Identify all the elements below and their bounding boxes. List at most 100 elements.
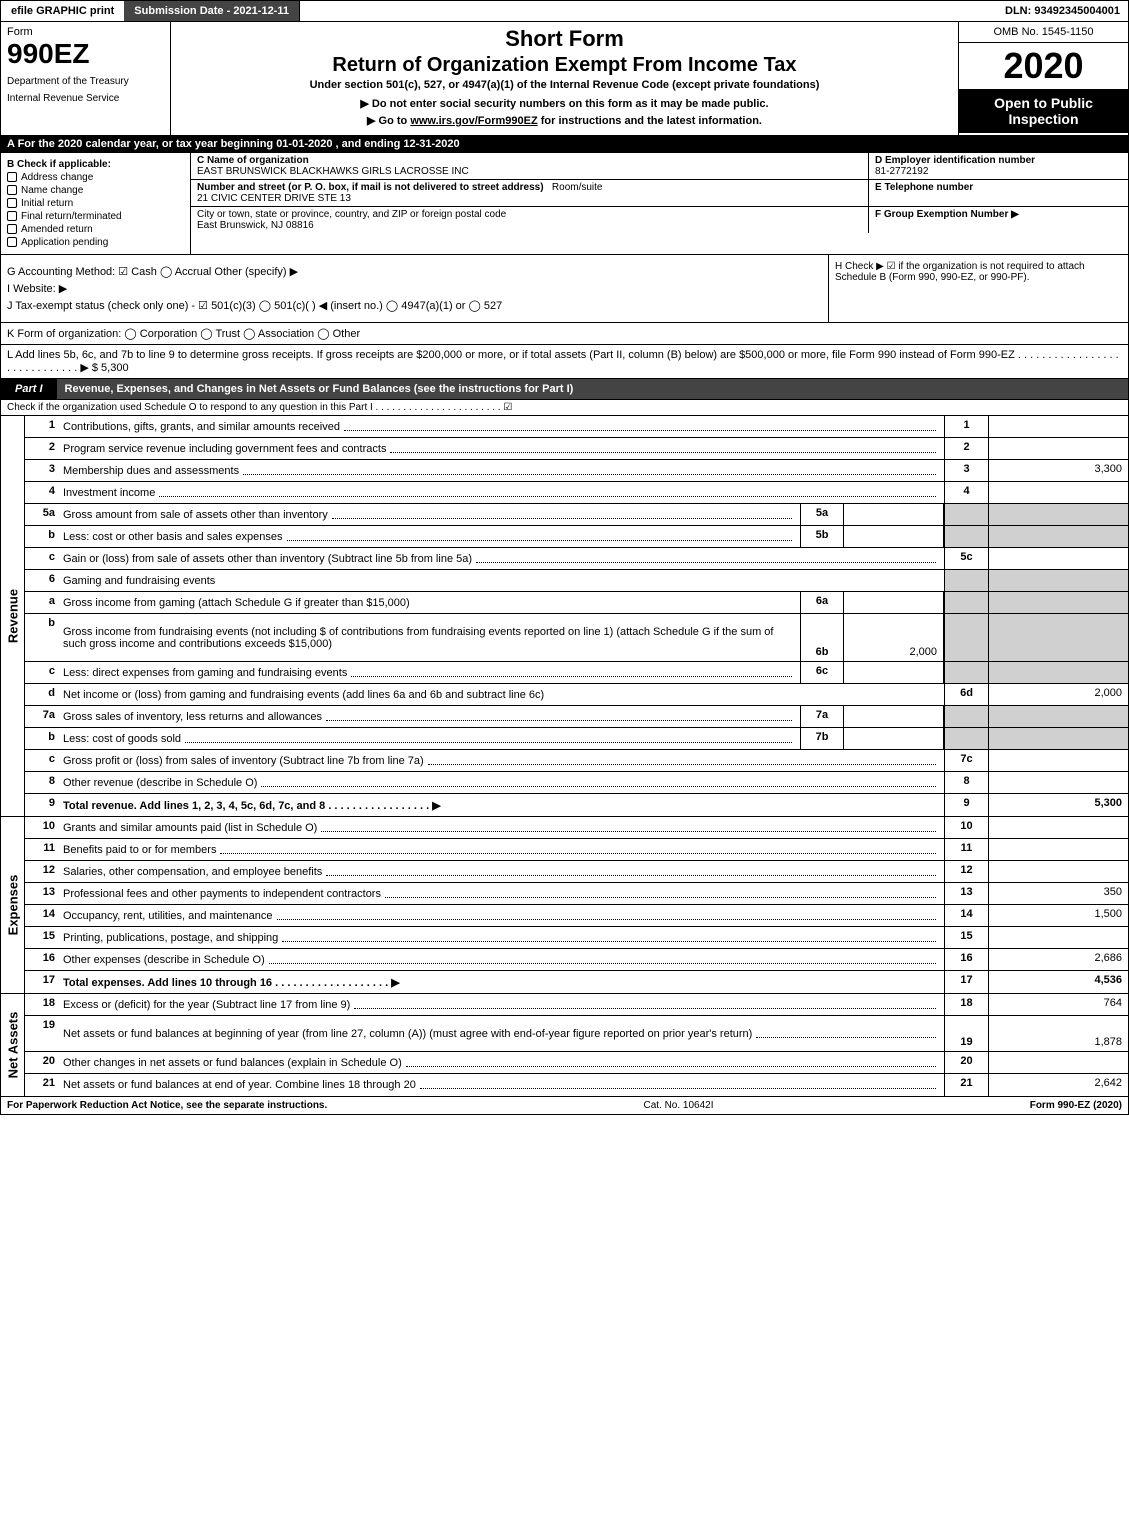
short-form-title: Short Form [179,26,950,52]
row-13: 13 Professional fees and other payments … [25,883,1128,905]
footer-mid: Cat. No. 10642I [643,1100,713,1111]
line-l-text: L Add lines 5b, 6c, and 7b to line 9 to … [7,349,1119,374]
expenses-side-text: Expenses [5,875,20,936]
org-name-cell: C Name of organization EAST BRUNSWICK BL… [191,153,868,179]
section-b: B Check if applicable: Address change Na… [1,153,191,254]
row-7b: b Less: cost of goods sold 7b [25,728,1128,750]
chk-initial-return[interactable]: Initial return [7,198,184,209]
footer-left: For Paperwork Reduction Act Notice, see … [7,1100,327,1111]
chk-label: Amended return [21,224,93,235]
row-19: 19 Net assets or fund balances at beginn… [25,1016,1128,1052]
row-6c: c Less: direct expenses from gaming and … [25,662,1128,684]
line-g: G Accounting Method: ☑ Cash ◯ Accrual Ot… [7,265,822,278]
part1-sub-text: Check if the organization used Schedule … [7,402,512,413]
footer: For Paperwork Reduction Act Notice, see … [0,1097,1129,1115]
netassets-side-text: Net Assets [5,1012,20,1079]
chk-name-change[interactable]: Name change [7,185,184,196]
ein-cell: D Employer identification number 81-2772… [868,153,1128,179]
row-15: 15 Printing, publications, postage, and … [25,927,1128,949]
submission-date-label: Submission Date - 2021-12-11 [124,1,300,21]
city-cell: City or town, state or province, country… [191,207,868,233]
gh-left: G Accounting Method: ☑ Cash ◯ Accrual Ot… [1,255,828,322]
header-left: Form 990EZ Department of the Treasury In… [1,22,171,135]
addr-cell: Number and street (or P. O. box, if mail… [191,180,868,206]
line-j: J Tax-exempt status (check only one) - ☑… [7,299,822,312]
efile-print-label: efile GRAPHIC print [1,1,124,21]
tel-cell: E Telephone number [868,180,1128,206]
tel-label: E Telephone number [875,182,1122,193]
row-9: 9 Total revenue. Add lines 1, 2, 3, 4, 5… [25,794,1128,816]
row-7a: 7a Gross sales of inventory, less return… [25,706,1128,728]
dln-label: DLN: 93492345004001 [997,1,1128,21]
form-number: 990EZ [7,38,164,70]
chk-label: Address change [21,172,93,183]
subtitle: Under section 501(c), 527, or 4947(a)(1)… [179,79,950,91]
chk-label: Initial return [21,198,73,209]
section-cde: C Name of organization EAST BRUNSWICK BL… [191,153,1128,254]
room-label: Room/suite [552,182,603,193]
row-17: 17 Total expenses. Add lines 10 through … [25,971,1128,993]
revenue-table: Revenue 1 Contributions, gifts, grants, … [0,416,1129,817]
numcol: 1 [944,416,988,437]
row-20: 20 Other changes in net assets or fund b… [25,1052,1128,1074]
desc: Contributions, gifts, grants, and simila… [59,416,944,437]
chk-address-change[interactable]: Address change [7,172,184,183]
row-6a: a Gross income from gaming (attach Sched… [25,592,1128,614]
form-header: Form 990EZ Department of the Treasury In… [0,22,1129,136]
line-i: I Website: ▶ [7,282,822,295]
city-value: East Brunswick, NJ 08816 [197,220,862,231]
chk-amended-return[interactable]: Amended return [7,224,184,235]
line-l-amount: 5,300 [101,362,129,374]
chk-label: Final return/terminated [21,211,122,222]
row-12: 12 Salaries, other compensation, and emp… [25,861,1128,883]
row-8: 8 Other revenue (describe in Schedule O)… [25,772,1128,794]
dept-treasury: Department of the Treasury [7,76,164,87]
chk-label: Application pending [21,237,108,248]
row-21: 21 Net assets or fund balances at end of… [25,1074,1128,1096]
omb-number: OMB No. 1545-1150 [959,22,1128,43]
ln: 1 [25,416,59,437]
addr-label: Number and street (or P. O. box, if mail… [197,182,544,193]
form-word: Form [7,26,164,38]
part1-header: Part I Revenue, Expenses, and Changes in… [0,379,1129,400]
top-bar-left: efile GRAPHIC print Submission Date - 20… [1,1,300,21]
instr-post: for instructions and the latest informat… [541,115,762,127]
row-3: 3 Membership dues and assessments 3 3,30… [25,460,1128,482]
revenue-side-label: Revenue [1,416,25,816]
instr-link-row: ▶ Go to www.irs.gov/Form990EZ for instru… [179,114,950,127]
org-name-label: C Name of organization [197,155,862,166]
chk-application-pending[interactable]: Application pending [7,237,184,248]
row-14: 14 Occupancy, rent, utilities, and maint… [25,905,1128,927]
irs-link[interactable]: www.irs.gov/Form990EZ [410,115,537,127]
addr-value: 21 CIVIC CENTER DRIVE STE 13 [197,193,862,204]
part1-tab: Part I [1,379,57,399]
chk-final-return[interactable]: Final return/terminated [7,211,184,222]
row-5b: b Less: cost or other basis and sales ex… [25,526,1128,548]
info-block: B Check if applicable: Address change Na… [0,153,1129,255]
footer-right: Form 990-EZ (2020) [1030,1100,1122,1111]
header-right: OMB No. 1545-1150 2020 Open to Public In… [958,22,1128,135]
part1-sub: Check if the organization used Schedule … [0,400,1129,416]
part1-title: Revenue, Expenses, and Changes in Net As… [57,379,1128,399]
line-a: A For the 2020 calendar year, or tax yea… [0,136,1129,153]
instr-pre: ▶ Go to [367,115,410,127]
tax-year: 2020 [959,43,1128,89]
netassets-side-label: Net Assets [1,994,25,1096]
row-18: 18 Excess or (deficit) for the year (Sub… [25,994,1128,1016]
row-4: 4 Investment income 4 [25,482,1128,504]
line-l: L Add lines 5b, 6c, and 7b to line 9 to … [0,345,1129,379]
revenue-side-text: Revenue [5,589,20,643]
netassets-rows: 18 Excess or (deficit) for the year (Sub… [25,994,1128,1096]
line-k: K Form of organization: ◯ Corporation ◯ … [0,323,1129,345]
ein-label: D Employer identification number [875,155,1122,166]
row-7c: c Gross profit or (loss) from sales of i… [25,750,1128,772]
expenses-rows: 10 Grants and similar amounts paid (list… [25,817,1128,993]
row-16: 16 Other expenses (describe in Schedule … [25,949,1128,971]
chk-label: Name change [21,185,83,196]
instr-ssn: ▶ Do not enter social security numbers o… [179,97,950,110]
org-name-value: EAST BRUNSWICK BLACKHAWKS GIRLS LACROSSE… [197,166,862,177]
row-6d: d Net income or (loss) from gaming and f… [25,684,1128,706]
valcol [988,416,1128,437]
top-bar: efile GRAPHIC print Submission Date - 20… [0,0,1129,22]
row-2: 2 Program service revenue including gove… [25,438,1128,460]
